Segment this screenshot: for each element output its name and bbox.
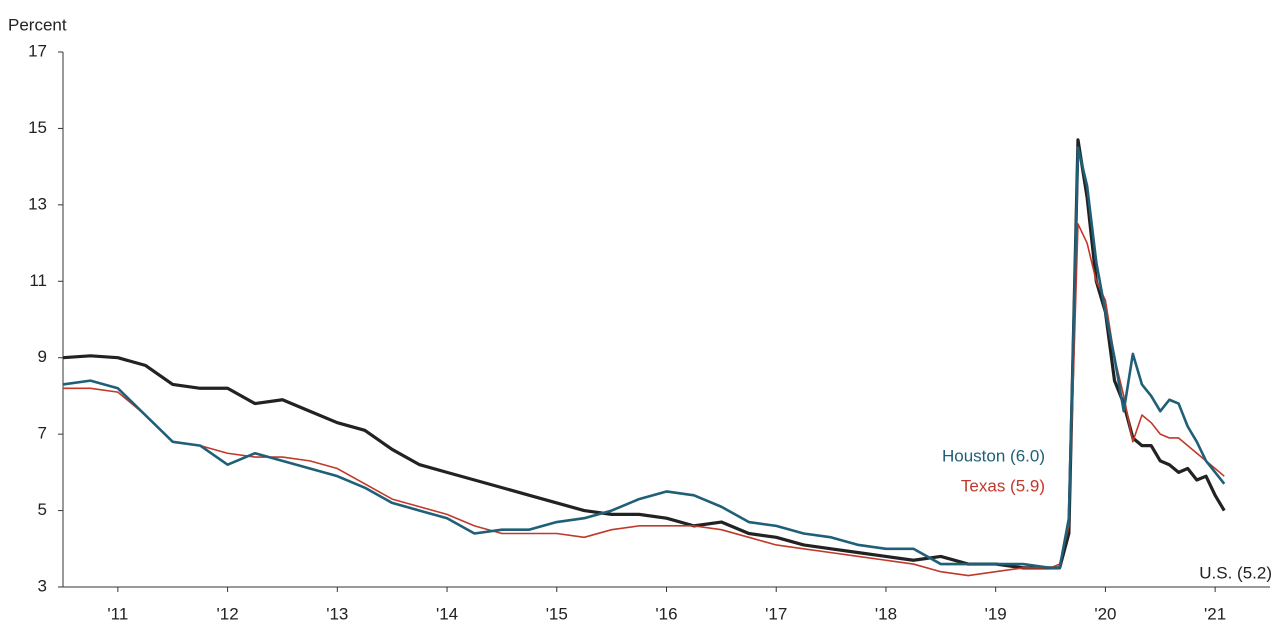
x-tick-label: '20 (1094, 604, 1116, 623)
series-label: U.S. (5.2) (1199, 563, 1272, 582)
x-tick-label: '15 (546, 604, 568, 623)
x-tick-label: '14 (436, 604, 458, 623)
y-tick-label: 15 (28, 118, 47, 137)
y-tick-label: 7 (38, 424, 47, 443)
x-tick-label: '12 (217, 604, 239, 623)
y-tick-label: 13 (28, 194, 47, 213)
x-tick-label: '13 (326, 604, 348, 623)
series-line (62, 146, 1226, 570)
x-tick-label: '11 (107, 604, 128, 623)
series-label: Texas (5.9) (961, 476, 1045, 495)
y-tick-label: 9 (38, 347, 47, 366)
x-tick-label: '17 (765, 604, 787, 623)
series-line (62, 138, 1226, 570)
y-tick-label: 3 (38, 576, 47, 595)
series-label: Houston (6.0) (942, 446, 1045, 465)
x-tick-label: '19 (985, 604, 1007, 623)
y-tick-label: 11 (29, 271, 47, 290)
y-tick-label: 17 (28, 41, 47, 60)
x-tick-label: '18 (875, 604, 897, 623)
y-tick-label: 5 (38, 500, 47, 519)
x-tick-label: '16 (655, 604, 677, 623)
y-axis-label: Percent (8, 15, 67, 34)
series-line (63, 223, 1225, 577)
x-tick-label: '21 (1204, 604, 1226, 623)
